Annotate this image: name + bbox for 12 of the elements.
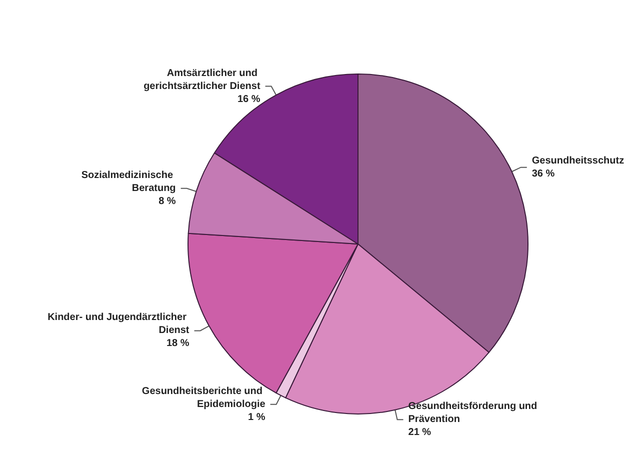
data-label: 1 % xyxy=(248,412,266,423)
slice-label: Gesundheitsschutz xyxy=(532,155,624,166)
data-label: 21 % xyxy=(408,427,432,438)
data-label: 18 % xyxy=(166,338,190,350)
slice-label: Gesundheitsberichte und Epidemiologie xyxy=(142,386,266,410)
slice-label: Gesundheitsförderung und Prävention xyxy=(408,401,540,426)
data-label: 36 % xyxy=(532,168,555,180)
slice-label: Amtsärztlicher und gerichtsärztlicher Dienst xyxy=(144,68,261,92)
slice-label: Sozialmedizinische Beratung xyxy=(81,170,176,194)
data-label: 16 % xyxy=(237,94,260,105)
slice-label: Kinder- und Jugendärztlicher Dienst xyxy=(48,312,190,336)
data-label: 8 % xyxy=(158,196,176,207)
